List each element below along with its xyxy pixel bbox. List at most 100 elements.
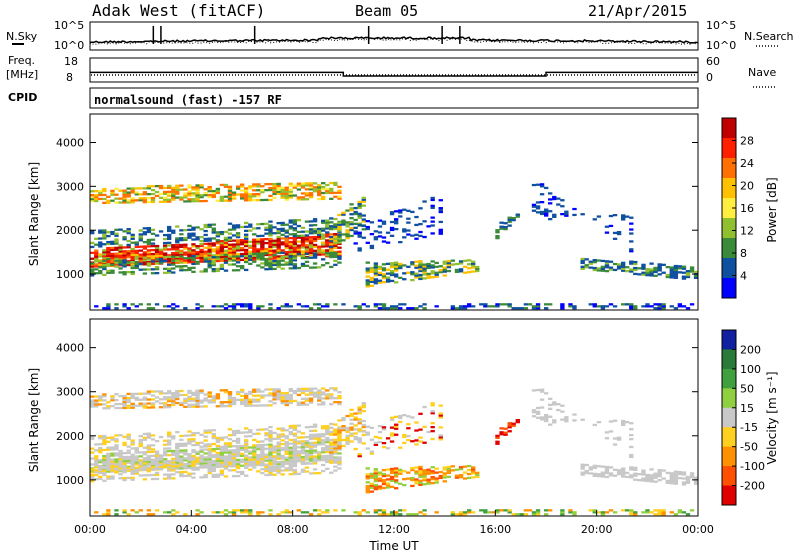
- power-cell: [94, 272, 99, 275]
- power-cell: [118, 271, 123, 274]
- power-cell: [312, 230, 318, 233]
- velocity-cell: [272, 473, 277, 476]
- power-cell: [292, 255, 298, 258]
- power-cell: [90, 245, 95, 249]
- velocity-cell: [244, 443, 249, 446]
- power-cell: [256, 189, 261, 192]
- velocity-cell: [531, 389, 537, 392]
- power-cell: [300, 252, 306, 255]
- power-cell: [146, 257, 152, 260]
- power-cell: [410, 279, 415, 282]
- velocity-cell: [130, 469, 135, 472]
- power-cell: [256, 183, 261, 186]
- power-cell: [260, 250, 265, 253]
- power-cell: [167, 248, 172, 251]
- power-cell: [211, 237, 216, 240]
- velocity-cell: [211, 399, 216, 402]
- velocity-cell: [434, 511, 439, 514]
- power-cell: [167, 269, 172, 272]
- power-cell: [248, 244, 253, 247]
- velocity-cell: [223, 475, 229, 478]
- velocity-cell: [280, 511, 285, 514]
- power-cell: [179, 255, 184, 258]
- power-cell: [272, 251, 277, 254]
- velocity-cell: [304, 466, 310, 469]
- velocity-cell: [564, 416, 569, 419]
- power-cell: [422, 277, 427, 280]
- power-cell: [235, 236, 241, 239]
- velocity-cell: [227, 400, 233, 404]
- power-cell: [304, 244, 310, 247]
- velocity-cell: [373, 470, 379, 473]
- velocity-cell: [373, 474, 379, 477]
- power-cell: [296, 230, 302, 234]
- velocity-cell: [637, 479, 642, 482]
- velocity-cell: [645, 511, 650, 514]
- power-cell: [203, 258, 208, 261]
- velocity-cell: [296, 430, 302, 433]
- power-cell: [669, 274, 674, 277]
- velocity-cell: [304, 451, 310, 455]
- velocity-cell: [252, 438, 257, 442]
- velocity-cell: [681, 481, 687, 484]
- power-cell: [171, 186, 176, 189]
- velocity-cell: [621, 467, 626, 470]
- power-cell: [256, 248, 261, 251]
- velocity-cell: [102, 448, 107, 452]
- power-cell: [304, 234, 310, 237]
- power-cell: [142, 263, 148, 266]
- velocity-cell: [317, 453, 322, 456]
- power-cell: [369, 278, 375, 281]
- velocity-cell: [244, 462, 249, 465]
- velocity-cell: [199, 460, 204, 463]
- power-cell: [531, 305, 537, 308]
- velocity-cell: [90, 478, 95, 481]
- velocity-cell: [600, 513, 606, 516]
- power-cell: [394, 220, 399, 223]
- power-cell: [240, 225, 245, 229]
- velocity-cell: [507, 422, 512, 425]
- velocity-cell: [272, 457, 277, 460]
- power-cell: [191, 253, 196, 256]
- power-cell: [300, 244, 306, 247]
- velocity-cell: [219, 436, 225, 439]
- power-cell: [142, 201, 148, 204]
- velocity-cell: [207, 462, 212, 465]
- power-cell: [284, 231, 289, 234]
- velocity-cell: [280, 473, 285, 476]
- power-cell: [653, 274, 658, 277]
- power-cell: [195, 260, 200, 263]
- power-cell: [126, 250, 131, 253]
- velocity-cell: [154, 458, 160, 461]
- power-cell: [495, 237, 500, 240]
- power-cell: [163, 190, 168, 194]
- colorbar-tick-label: 15: [740, 402, 754, 415]
- power-cell: [300, 240, 306, 243]
- velocity-cell: [341, 429, 346, 432]
- velocity-cell: [389, 511, 395, 514]
- power-cell: [211, 248, 216, 251]
- velocity-cell: [317, 389, 322, 392]
- power-cell: [349, 226, 354, 230]
- velocity-cell: [292, 448, 298, 451]
- power-cell: [231, 307, 237, 310]
- power-cell: [272, 255, 277, 258]
- velocity-cell: [167, 454, 172, 457]
- velocity-cell: [240, 390, 245, 394]
- velocity-cell: [142, 457, 148, 460]
- velocity-cell: [244, 466, 249, 469]
- velocity-cell: [677, 477, 683, 480]
- power-cell: [146, 193, 152, 196]
- power-cell: [244, 242, 249, 246]
- power-cell: [146, 249, 152, 252]
- power-cell: [560, 303, 565, 306]
- power-cell: [244, 235, 249, 238]
- power-cell: [195, 188, 200, 191]
- power-cell: [329, 237, 334, 241]
- power-cell: [381, 267, 387, 270]
- velocity-cell: [219, 471, 225, 474]
- power-cell: [580, 267, 585, 270]
- freq-panel-frame: [89, 57, 699, 83]
- velocity-cell: [296, 387, 302, 391]
